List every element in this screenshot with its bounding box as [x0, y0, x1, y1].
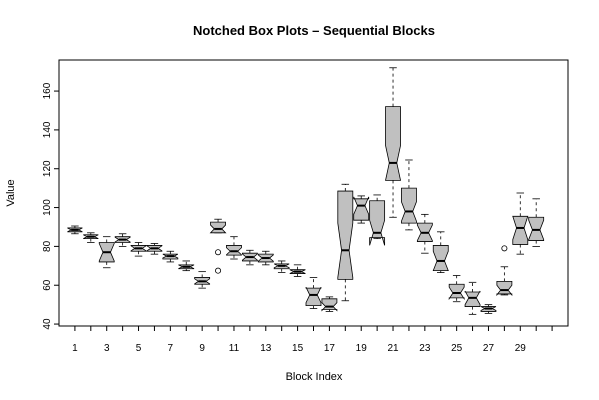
notched-box [385, 106, 402, 181]
box-23 [416, 213, 433, 254]
x-tick-label: 17 [324, 343, 336, 354]
y-tick-label: 140 [42, 121, 53, 138]
box-8 [178, 260, 195, 272]
notched-box [353, 196, 370, 221]
box-10 [209, 218, 227, 274]
box-6 [146, 243, 163, 255]
y-tick-label: 120 [42, 160, 53, 177]
notched-box [496, 280, 513, 297]
notched-box [321, 298, 338, 312]
chart-title: Notched Box Plots – Sequential Blocks [193, 23, 435, 38]
x-tick-label: 23 [419, 343, 431, 354]
box-9 [194, 271, 211, 289]
box-7 [162, 250, 179, 263]
x-tick-label: 25 [451, 343, 463, 354]
x-tick-label: 1 [72, 343, 78, 354]
x-axis: 1 3 5 7 9 11 13 15 17 19 21 23 25 27 29 [72, 326, 553, 354]
x-tick-label: 19 [356, 343, 368, 354]
box-19 [353, 195, 370, 224]
notched-box [337, 190, 354, 280]
y-tick-label: 80 [42, 240, 53, 252]
box-26 [464, 281, 481, 315]
x-tick-label: 29 [515, 343, 527, 354]
notched-box [401, 187, 417, 224]
box-14 [273, 260, 290, 274]
y-tick-label: 40 [42, 318, 53, 330]
y-tick-label: 60 [42, 279, 53, 291]
x-tick-label: 9 [199, 343, 205, 354]
box-3 [98, 236, 115, 269]
x-tick-label: 3 [104, 343, 110, 354]
box-1 [67, 225, 83, 235]
box-2 [83, 232, 99, 243]
outlier-point [215, 249, 222, 256]
y-axis: 40 60 80 100 120 140 160 [42, 82, 59, 330]
box-18 [337, 183, 354, 302]
x-tick-label: 13 [260, 343, 272, 354]
y-tick-label: 100 [42, 199, 53, 216]
box-12 [241, 249, 258, 266]
box-30 [528, 198, 545, 247]
x-axis-label: Block Index [286, 371, 343, 383]
x-tick-label: 7 [168, 343, 174, 354]
x-tick-label: 21 [387, 343, 399, 354]
boxes-layer [67, 67, 545, 315]
box-22 [401, 159, 417, 231]
box-5 [130, 242, 147, 257]
box-24 [432, 231, 449, 274]
y-axis-label: Value [5, 179, 17, 206]
x-tick-label: 27 [483, 343, 495, 354]
box-4 [114, 233, 131, 247]
box-25 [448, 275, 465, 303]
x-tick-label: 5 [136, 343, 142, 354]
notched-box [512, 215, 529, 245]
box-28 [496, 245, 513, 297]
box-20 [369, 194, 386, 246]
box-13 [257, 250, 274, 266]
outlier-point [501, 245, 508, 252]
box-11 [226, 236, 242, 260]
notched-box [209, 221, 227, 234]
y-tick-label: 160 [42, 82, 53, 99]
notched-box [448, 283, 465, 301]
box-21 [385, 67, 402, 218]
box-15 [289, 264, 306, 277]
notched-box [369, 200, 386, 246]
box-17 [321, 296, 338, 312]
box-29 [512, 192, 529, 255]
notched-box [432, 245, 449, 272]
x-tick-label: 11 [229, 343, 240, 354]
box-16 [305, 277, 322, 309]
notched-box [305, 286, 322, 307]
box-27 [480, 304, 497, 314]
outlier-point [215, 267, 222, 274]
x-tick-label: 15 [292, 343, 304, 354]
